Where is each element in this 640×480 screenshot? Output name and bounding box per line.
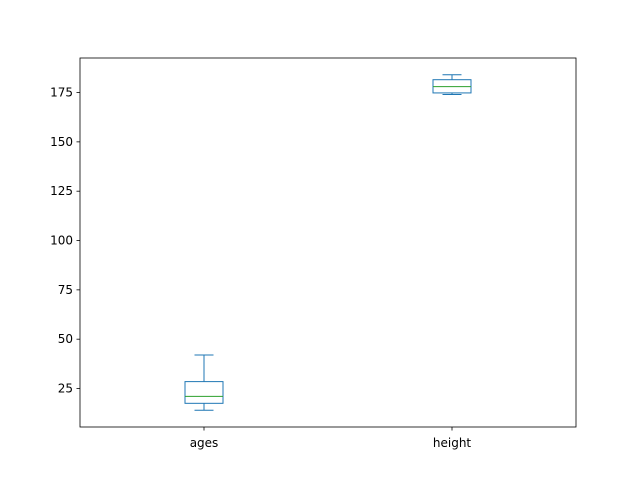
y-tick-label: 25 — [58, 382, 73, 396]
x-tick-label: ages — [190, 436, 219, 450]
x-axis: ages height — [190, 427, 472, 450]
y-tick-label: 150 — [50, 135, 73, 149]
box-ages — [184, 354, 224, 411]
iqr-box — [184, 381, 224, 404]
y-tick-label: 100 — [50, 234, 73, 248]
axes-frame — [79, 57, 577, 428]
y-axis: 25 50 75 100 125 150 175 — [50, 86, 80, 396]
plot-area — [184, 74, 472, 411]
y-tick-label: 75 — [58, 283, 73, 297]
y-tick-label: 175 — [50, 86, 73, 100]
box-height — [432, 74, 472, 96]
y-tick-label: 125 — [50, 184, 73, 198]
y-tick-label: 50 — [58, 332, 73, 346]
x-tick-label: height — [433, 436, 472, 450]
